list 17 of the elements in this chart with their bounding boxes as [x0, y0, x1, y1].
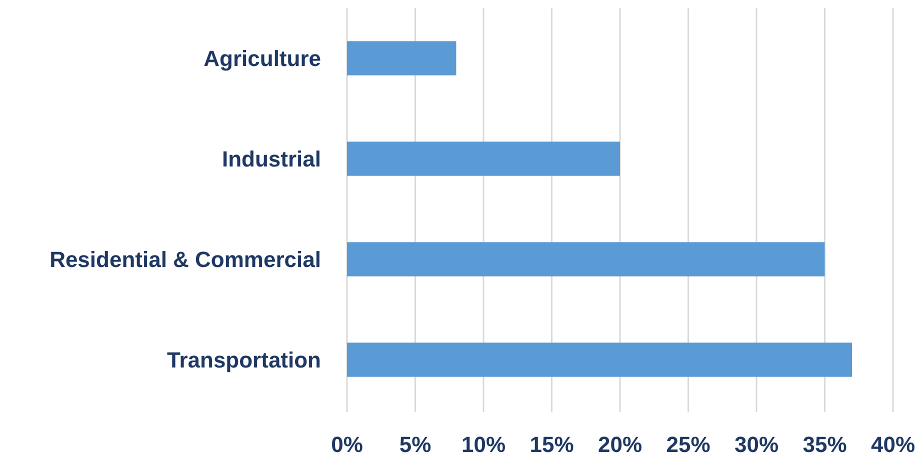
x-tick-label: 10% [461, 432, 506, 457]
bar [347, 242, 825, 276]
bar [347, 142, 620, 176]
y-tick-label: Residential & Commercial [50, 246, 321, 272]
x-tick-label: 0% [331, 432, 363, 457]
x-tick-label: 5% [399, 432, 432, 457]
x-tick-label: 25% [666, 432, 710, 457]
x-tick-label: 30% [734, 432, 779, 457]
y-tick-label: Agriculture [204, 46, 321, 71]
x-tick-label: 20% [598, 432, 642, 457]
x-tick-label: 35% [802, 432, 847, 457]
x-tick-label: 15% [530, 432, 574, 457]
bar [347, 342, 852, 377]
bar [347, 41, 456, 76]
y-tick-label: Industrial [222, 146, 321, 172]
x-tick-label: 40% [870, 432, 916, 457]
y-tick-label: Transportation [166, 347, 321, 372]
